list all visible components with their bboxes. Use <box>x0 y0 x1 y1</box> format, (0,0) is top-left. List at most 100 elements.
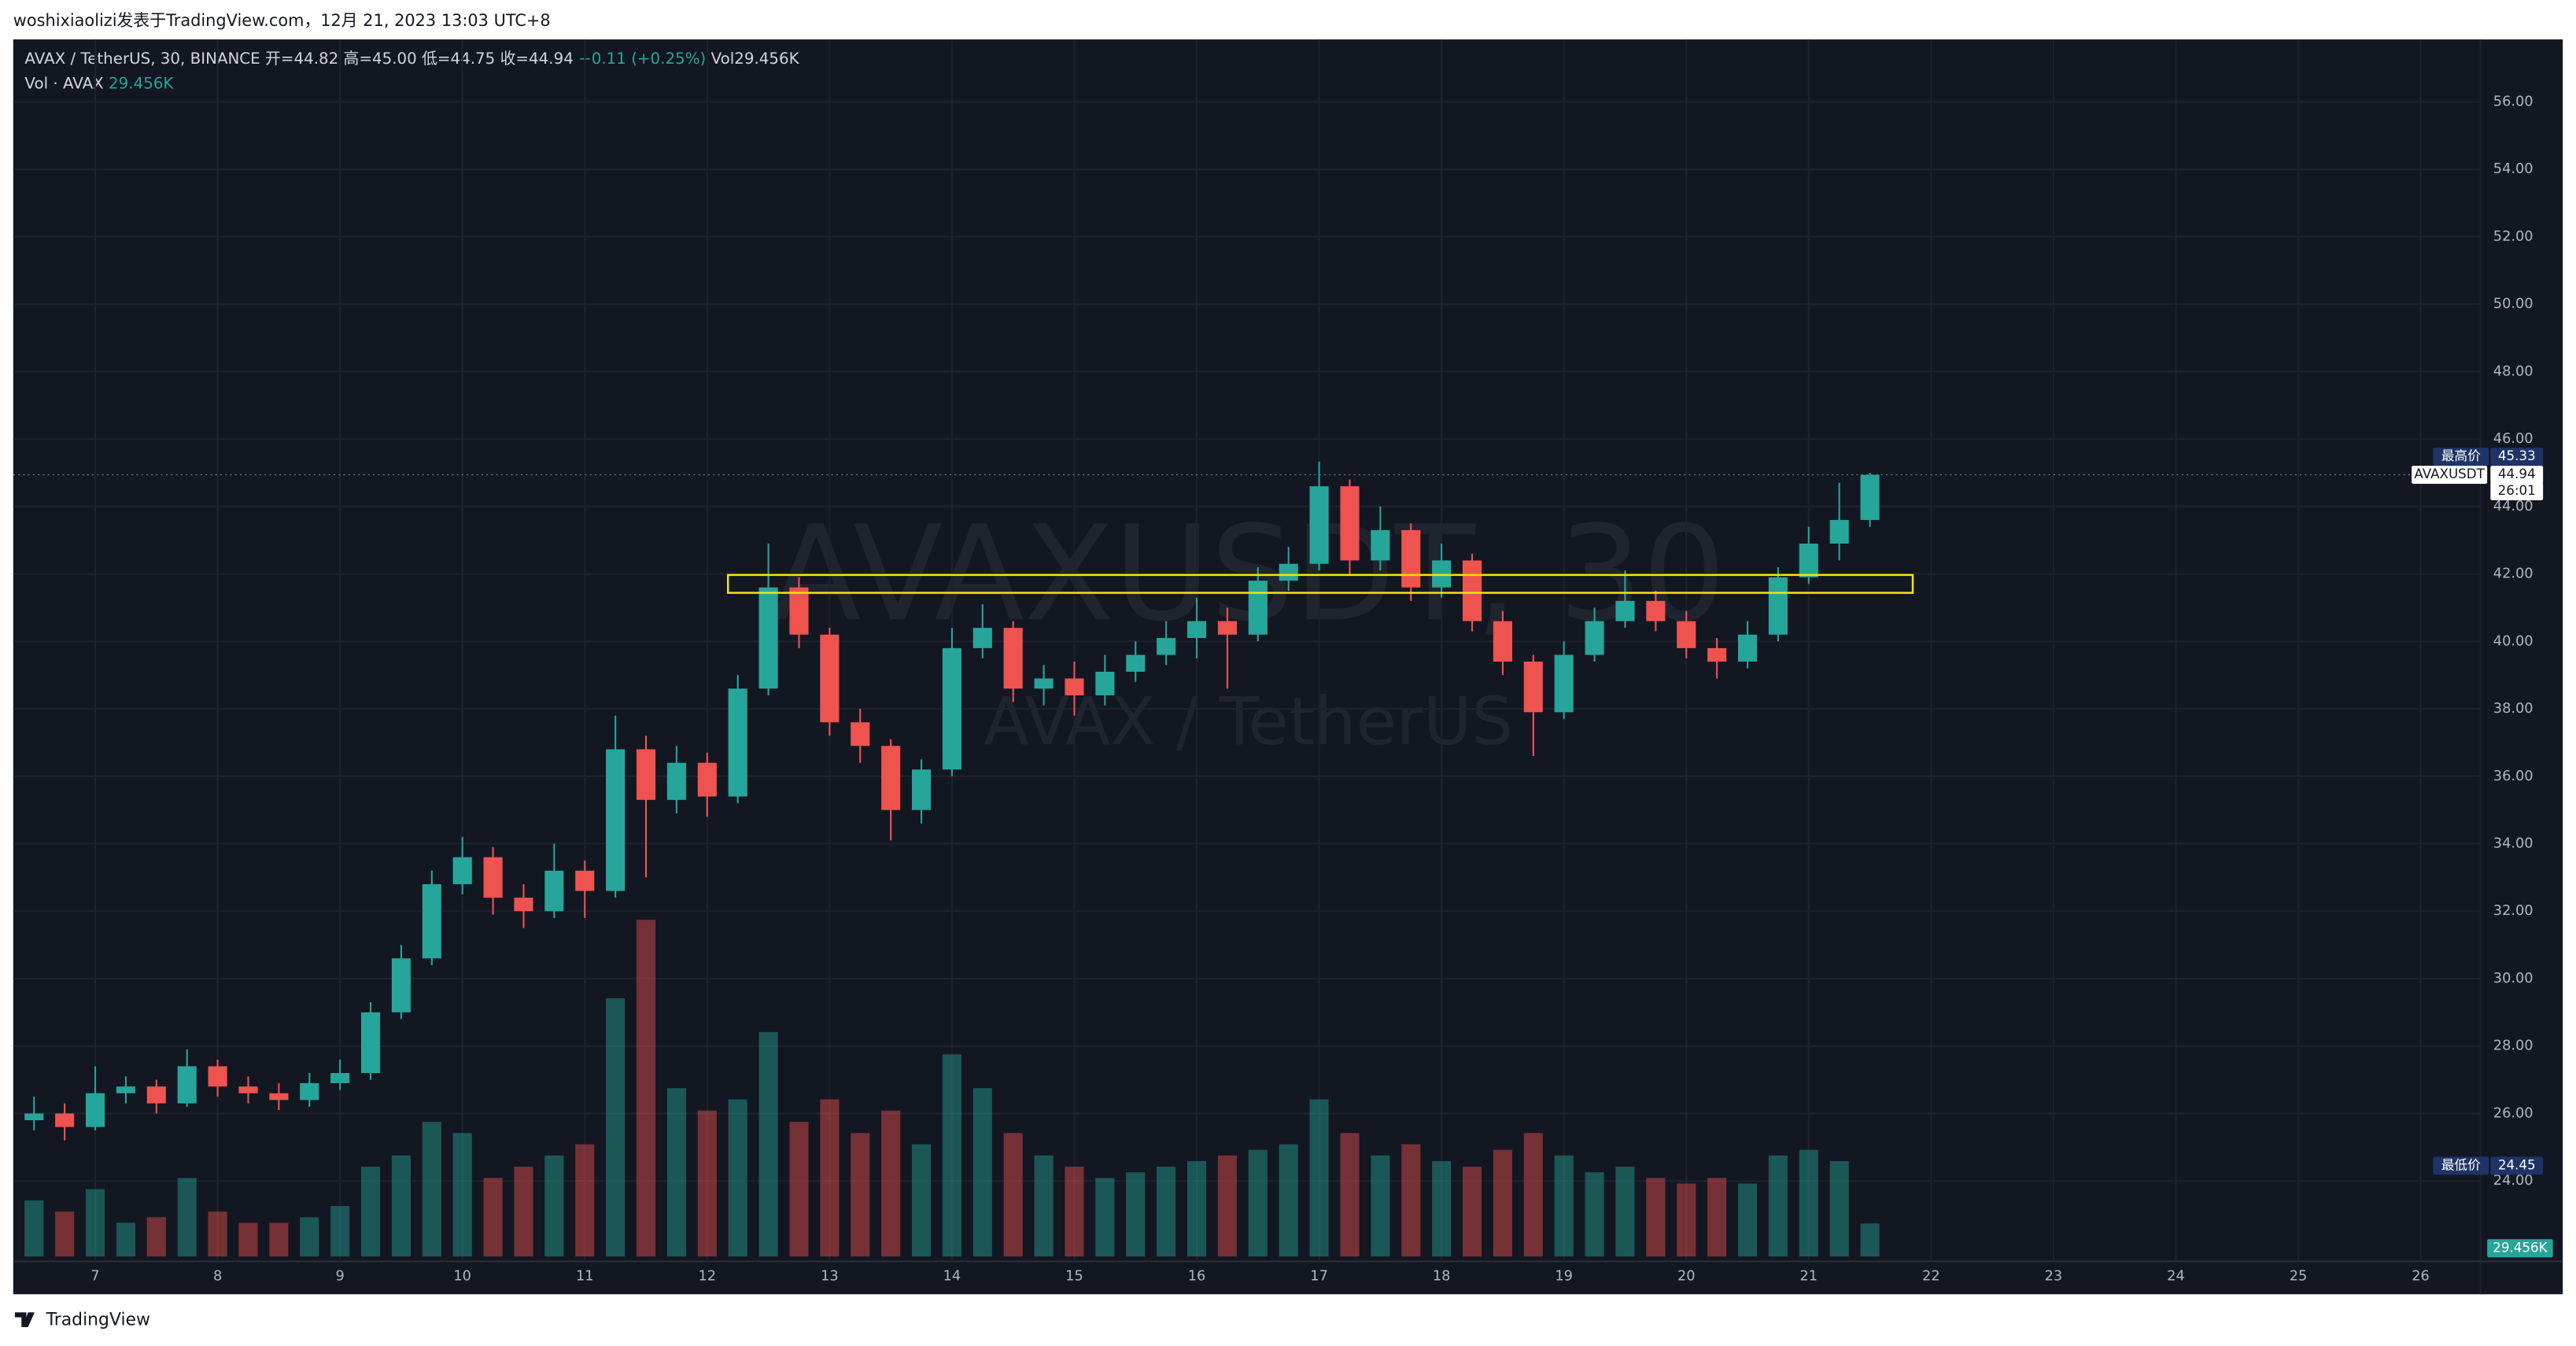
candle-body <box>422 883 441 959</box>
volume-bar <box>208 1211 227 1257</box>
volume-bar <box>330 1206 350 1257</box>
volume-bar <box>1401 1144 1421 1257</box>
volume-tag: 29.456K <box>2493 1239 2548 1255</box>
volume-bar <box>881 1110 901 1257</box>
volume-bar <box>300 1217 319 1257</box>
high-tag-value: 45.33 <box>2498 448 2536 463</box>
candle-body <box>1523 662 1543 713</box>
y-tick-label: 38.00 <box>2493 701 2534 717</box>
candles <box>24 461 1880 1257</box>
volume-bar <box>1799 1149 1818 1257</box>
zone <box>727 573 1914 594</box>
candle-body <box>1065 678 1084 695</box>
candle-body <box>1401 529 1421 588</box>
volume-bar <box>1585 1172 1604 1257</box>
volume-bar <box>636 920 656 1257</box>
volume-bar <box>1157 1167 1176 1257</box>
volume-bar <box>820 1099 840 1257</box>
countdown-tag-box <box>2490 481 2544 500</box>
candle-body <box>1677 621 1696 648</box>
volume-bar <box>1340 1133 1360 1257</box>
y-tick-label: 36.00 <box>2493 769 2534 784</box>
volume-legend-name: Vol · AVAX <box>24 74 103 92</box>
volume-bar <box>269 1222 289 1257</box>
candle-body <box>1309 486 1329 564</box>
volume-bar <box>483 1178 503 1257</box>
candle-body <box>1707 647 1727 662</box>
y-tick-label: 26.00 <box>2493 1105 2534 1121</box>
x-tick-label: 26 <box>2412 1268 2430 1284</box>
candle-body <box>1768 577 1788 635</box>
x-tick-label: 20 <box>1677 1268 1696 1284</box>
low-tag-value-box <box>2490 1156 2544 1175</box>
legend: AVAX / TetherUS, 30, BINANCE 开=44.82 高=4… <box>24 50 799 68</box>
y-tick-label: 34.00 <box>2493 836 2534 852</box>
volume-bar <box>1493 1149 1512 1257</box>
high-tag-label-box <box>2433 448 2489 466</box>
chart-panel <box>13 39 2563 1295</box>
volume-bar <box>575 1144 595 1257</box>
volume-tag-box <box>2487 1239 2553 1258</box>
x-tick-label: 11 <box>576 1268 594 1284</box>
x-tick-label: 16 <box>1188 1268 1206 1284</box>
volume-bar <box>606 998 626 1257</box>
footer: TradingView <box>14 1311 150 1330</box>
last-tag-value-box <box>2490 466 2544 485</box>
y-tick-label: 30.00 <box>2493 971 2534 986</box>
volume-bar <box>1309 1099 1329 1257</box>
volume-bar <box>1126 1172 1146 1257</box>
volume-bar <box>758 1031 778 1257</box>
candle-body <box>1860 474 1880 520</box>
volume-bar <box>1646 1178 1666 1257</box>
candle-body <box>177 1066 197 1104</box>
volume-bar <box>1523 1133 1543 1257</box>
volume-bar <box>1217 1155 1237 1257</box>
x-tick-label: 14 <box>943 1268 961 1284</box>
x-tick-label: 25 <box>2290 1268 2308 1284</box>
volume-bar <box>1034 1155 1054 1257</box>
volume-bar <box>1095 1178 1115 1257</box>
candle-body <box>1034 678 1054 689</box>
volume-bar <box>697 1110 717 1257</box>
candle-body <box>942 647 961 770</box>
x-tick-label: 9 <box>336 1268 345 1284</box>
volume-bar <box>1065 1167 1084 1257</box>
volume-bar <box>1707 1178 1727 1257</box>
volume-bar <box>1677 1183 1696 1257</box>
legend-open: 开=44.82 <box>265 50 338 68</box>
y-tick-label: 46.00 <box>2493 431 2534 447</box>
attribution: woshixiaolizi发表于TradingView.com，12月 21, … <box>13 11 551 30</box>
candle-body <box>1646 600 1666 621</box>
volume-bar <box>55 1211 75 1257</box>
candle-body <box>636 749 656 800</box>
y-tick-label: 40.00 <box>2493 633 2534 649</box>
candle-body <box>1095 671 1115 695</box>
candle-body <box>1187 621 1207 639</box>
x-tick-label: 23 <box>2045 1268 2063 1284</box>
candle-body <box>146 1086 166 1104</box>
candle-body <box>360 1012 381 1073</box>
candle-body <box>330 1072 350 1083</box>
candle-body <box>789 587 809 635</box>
volume-bar <box>514 1167 533 1257</box>
x-tick-label: 13 <box>821 1268 839 1284</box>
candle-body <box>452 857 472 884</box>
candle-body <box>1248 581 1268 635</box>
x-tick-label: 17 <box>1310 1268 1328 1284</box>
symbol-tag: AVAXUSDT <box>2414 466 2485 481</box>
candle-body <box>1554 655 1574 713</box>
candle-body <box>55 1113 75 1127</box>
volume-bar <box>1737 1183 1758 1257</box>
candle-body <box>1585 621 1604 655</box>
candle-body <box>1799 543 1818 577</box>
candle-body <box>881 746 901 810</box>
y-tick-label: 54.00 <box>2493 161 2534 177</box>
candle-body <box>116 1086 135 1093</box>
volume-bar <box>452 1133 472 1257</box>
volume-bar <box>1829 1160 1849 1257</box>
volume-bar <box>972 1088 992 1257</box>
candle-body <box>666 762 686 800</box>
low-tag-label-box <box>2433 1156 2489 1175</box>
volume-bar <box>391 1155 411 1257</box>
